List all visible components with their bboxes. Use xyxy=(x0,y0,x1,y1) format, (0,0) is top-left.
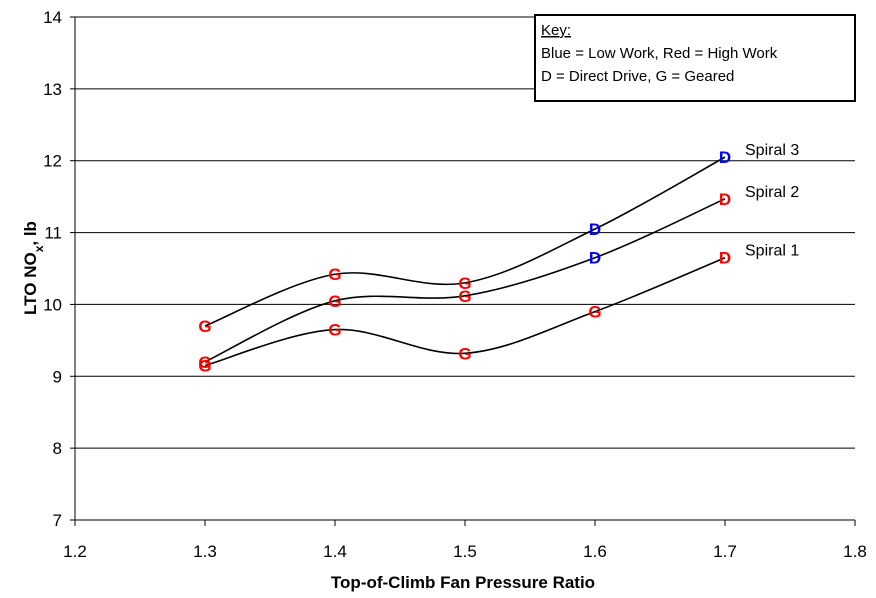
data-point-marker: G xyxy=(198,353,211,372)
data-point-marker: D xyxy=(589,220,601,239)
series-label-1: Spiral 1 xyxy=(745,243,799,260)
y-tick-labels: 7 8 9 10 11 12 13 14 xyxy=(43,8,62,530)
y-tick-label: 10 xyxy=(43,295,62,314)
series-line-3 xyxy=(204,156,726,327)
data-point-marker: G xyxy=(458,287,471,306)
y-tick-label: 7 xyxy=(53,511,62,530)
x-tick-labels: 1.2 1.3 1.4 1.5 1.6 1.7 1.8 xyxy=(63,542,867,561)
key-line-color: Blue = Low Work, Red = High Work xyxy=(541,45,778,62)
x-tick-label: 1.5 xyxy=(453,542,477,561)
data-point-marker: G xyxy=(588,303,601,322)
grid-lines xyxy=(75,16,855,449)
series-line-2 xyxy=(204,198,726,363)
data-point-marker: G xyxy=(198,357,211,376)
series-curves xyxy=(204,156,726,367)
data-point-marker: D xyxy=(719,148,731,167)
x-tick-label: 1.8 xyxy=(843,542,867,561)
key-box: Key: Blue = Low Work, Red = High Work D … xyxy=(534,14,856,102)
series-label-3: Spiral 3 xyxy=(745,142,799,159)
x-tick-label: 1.4 xyxy=(323,542,347,561)
x-tick-label: 1.2 xyxy=(63,542,87,561)
y-tick-label: 11 xyxy=(44,224,62,243)
x-tick-label: 1.3 xyxy=(193,542,217,561)
y-tick-label: 9 xyxy=(53,367,62,386)
data-point-marker: G xyxy=(458,344,471,363)
key-border xyxy=(534,14,856,102)
series-line-1 xyxy=(204,256,726,367)
y-tick-label: 8 xyxy=(53,439,62,458)
y-tick-label: 12 xyxy=(43,152,62,171)
key-line-drive: D = Direct Drive, G = Geared xyxy=(541,68,734,85)
series-labels: Spiral 1 Spiral 2 Spiral 3 xyxy=(745,142,799,260)
data-point-marker: D xyxy=(719,190,731,209)
x-tick-label: 1.7 xyxy=(713,542,737,561)
data-point-marker: D xyxy=(719,249,731,268)
data-point-marker: G xyxy=(328,265,341,284)
data-point-marker: G xyxy=(328,321,341,340)
y-tick-label: 13 xyxy=(43,80,62,99)
data-point-marker: G xyxy=(458,274,471,293)
y-tick-label: 14 xyxy=(43,8,62,27)
axes xyxy=(70,16,856,526)
x-axis-title: Top-of-Climb Fan Pressure Ratio xyxy=(331,573,595,592)
data-point-marker: G xyxy=(198,317,211,336)
x-tick-label: 1.6 xyxy=(583,542,607,561)
data-point-marker: D xyxy=(589,249,601,268)
series-label-2: Spiral 2 xyxy=(745,184,799,201)
data-point-marker: G xyxy=(328,292,341,311)
key-title: Key: xyxy=(541,22,571,39)
